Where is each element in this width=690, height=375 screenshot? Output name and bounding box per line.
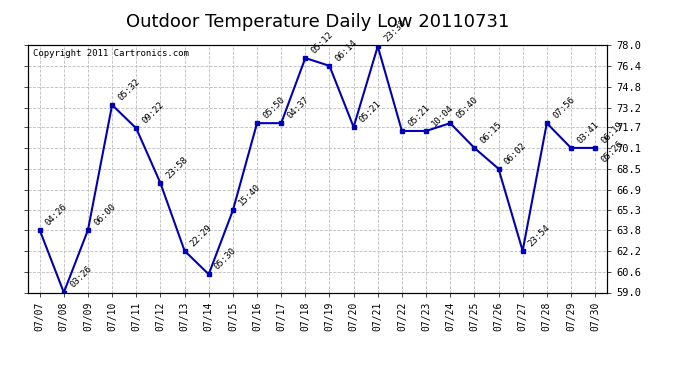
Text: 05:50: 05:50 <box>262 95 286 120</box>
Text: 03:41: 03:41 <box>575 120 600 145</box>
Text: 23:58: 23:58 <box>165 155 190 180</box>
Text: 05:30: 05:30 <box>213 246 238 272</box>
Text: 04:26: 04:26 <box>44 202 69 227</box>
Text: Outdoor Temperature Daily Low 20110731: Outdoor Temperature Daily Low 20110731 <box>126 13 509 31</box>
Text: 06:14: 06:14 <box>334 38 359 63</box>
Text: 05:12: 05:12 <box>310 30 335 55</box>
Text: 07:56: 07:56 <box>551 95 576 120</box>
Text: Copyright 2011 Cartronics.com: Copyright 2011 Cartronics.com <box>33 49 189 58</box>
Text: 06:02: 06:02 <box>503 141 528 166</box>
Text: 03:26: 03:26 <box>68 264 93 290</box>
Text: 05:32: 05:32 <box>117 77 141 102</box>
Text: 23:54: 23:54 <box>527 223 552 248</box>
Text: 04:37: 04:37 <box>286 95 310 120</box>
Text: 06:00: 06:00 <box>92 202 117 227</box>
Text: 05:21: 05:21 <box>358 99 383 124</box>
Text: 05:40: 05:40 <box>455 95 480 120</box>
Text: 10:04: 10:04 <box>431 103 455 128</box>
Text: 06:15: 06:15 <box>479 120 504 145</box>
Text: 06:19: 06:19 <box>600 120 624 145</box>
Text: 15:40: 15:40 <box>237 182 262 208</box>
Text: 05:21: 05:21 <box>406 103 431 128</box>
Text: 22:29: 22:29 <box>189 223 214 248</box>
Text: 05:26: 05:26 <box>600 139 624 165</box>
Text: 09:22: 09:22 <box>141 100 166 126</box>
Text: 23:38: 23:38 <box>382 18 407 44</box>
